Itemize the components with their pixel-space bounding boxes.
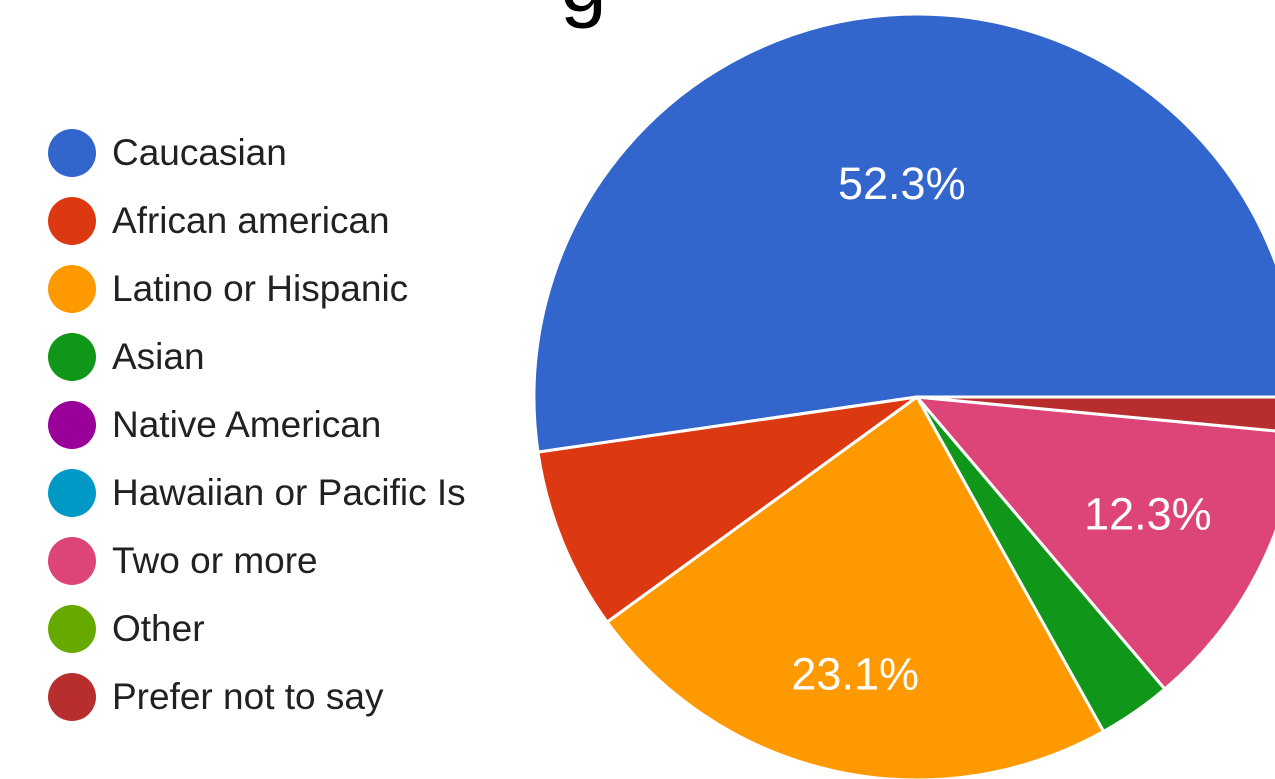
legend-swatch <box>48 197 96 245</box>
legend-label: African american <box>112 200 390 241</box>
legend-item-asian: Asian <box>48 332 205 382</box>
legend-swatch <box>48 537 96 585</box>
legend-swatch <box>48 605 96 653</box>
data-label-two-or-more: 12.3% <box>1084 488 1212 539</box>
legend-swatch <box>48 265 96 313</box>
legend-swatch <box>48 129 96 177</box>
pie-slice-caucasian <box>532 12 1275 454</box>
legend-item-african-american: African american <box>48 196 390 246</box>
legend-swatch <box>48 401 96 449</box>
legend-item-other: Other <box>48 604 205 654</box>
legend-item-two-or-more: Two or more <box>48 536 318 586</box>
legend-label: Native American <box>112 404 382 445</box>
chart-title-fragment: g <box>560 0 607 24</box>
legend-item-native-american: Native American <box>48 400 381 450</box>
legend-item-hawaiian-or-pacific-islander: Hawaiian or Pacific Is <box>48 468 466 518</box>
pie-slice-two-or-more <box>915 395 1275 691</box>
legend-label: Two or more <box>112 540 318 581</box>
legend-swatch <box>48 469 96 517</box>
legend-item-latino-or-hispanic: Latino or Hispanic <box>48 264 408 314</box>
legend-label: Hawaiian or Pacific Is <box>112 472 466 513</box>
legend-label: Latino or Hispanic <box>112 268 409 309</box>
legend-label: Prefer not to say <box>112 676 384 717</box>
data-label-caucasian: 52.3% <box>838 158 966 209</box>
pie-slice-prefer-not-to-say <box>915 395 1275 433</box>
legend-swatch <box>48 333 96 381</box>
legend-item-caucasian: Caucasian <box>48 128 287 178</box>
pie-slice-african-american <box>536 395 919 624</box>
legend-label: Caucasian <box>112 132 287 173</box>
pie-slice-latino-or-hispanic <box>605 395 1106 779</box>
legend-label: Other <box>112 608 205 649</box>
legend-label: Asian <box>112 336 205 377</box>
legend-swatch <box>48 673 96 721</box>
legend-item-prefer-not-to-say: Prefer not to say <box>48 672 383 722</box>
data-label-latino-or-hispanic: 23.1% <box>791 648 919 699</box>
